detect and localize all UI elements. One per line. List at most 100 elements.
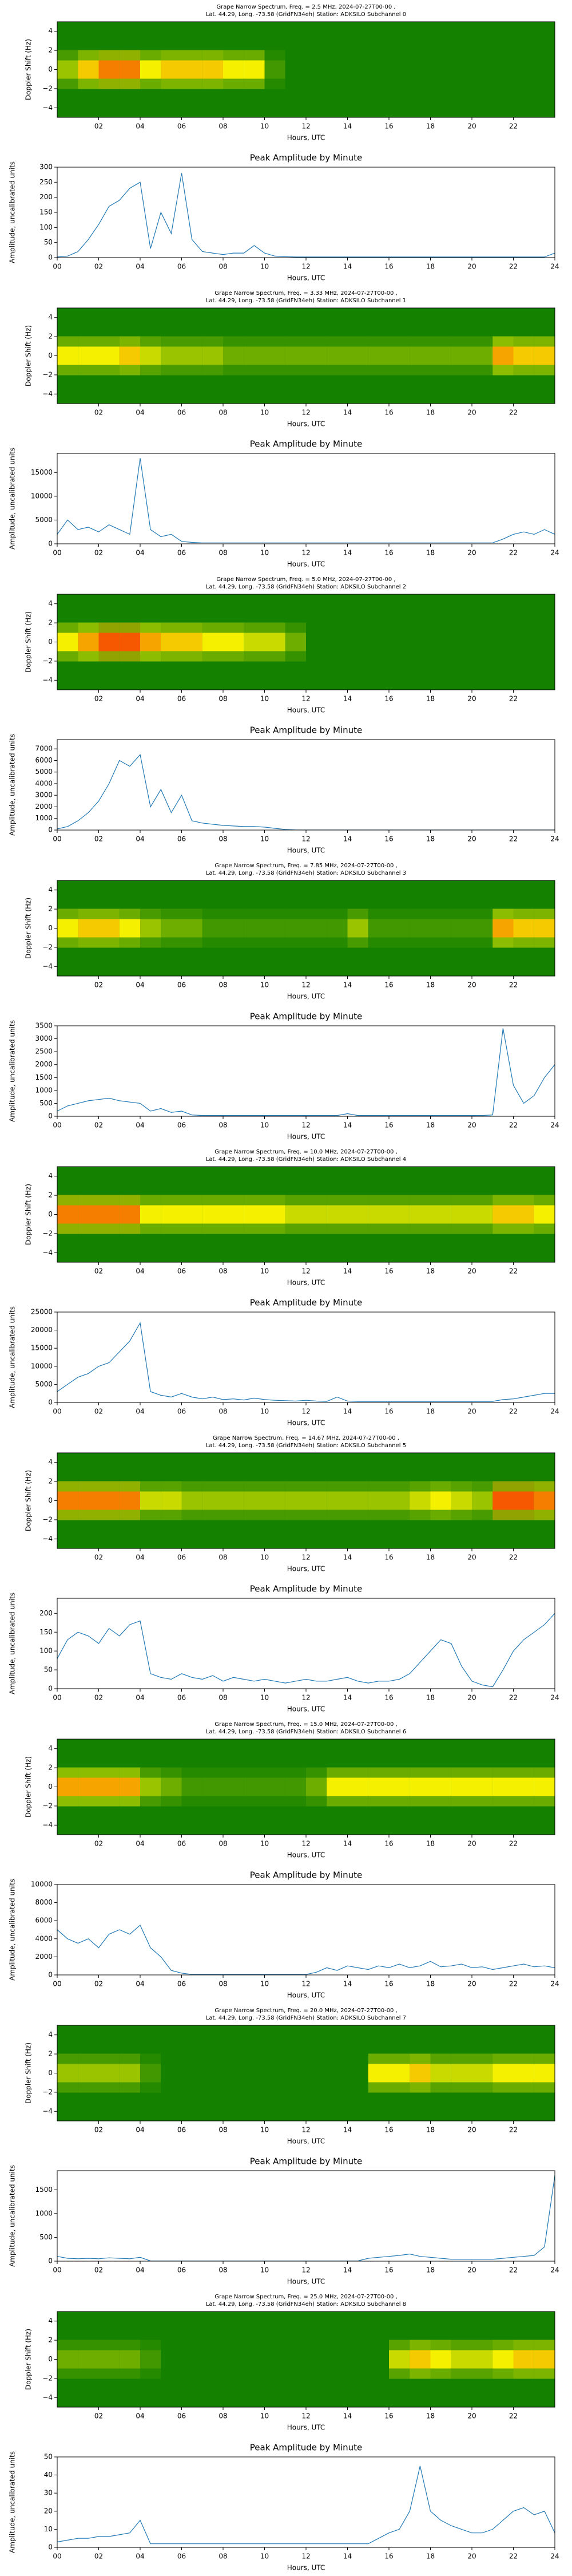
- x-tick-label: 08: [219, 835, 227, 843]
- x-tick-label: 10: [260, 1554, 269, 1562]
- x-tick-label: 22: [509, 1554, 518, 1562]
- spectrogram-band: [410, 2350, 431, 2369]
- spectrogram-band: [78, 2064, 99, 2083]
- x-tick-label: 02: [94, 2266, 103, 2274]
- spectrogram-band: [285, 2064, 306, 2083]
- y-tick-label: 30: [44, 2489, 53, 2497]
- x-tick-label: 18: [426, 1694, 435, 1702]
- y-tick-label: 150: [39, 1628, 53, 1636]
- spectrogram-band: [161, 1491, 182, 1510]
- spectrogram-band: [202, 1205, 223, 1224]
- spectrogram-band: [492, 60, 514, 79]
- x-tick-label: 22: [509, 263, 518, 271]
- x-tick-label: 18: [426, 2553, 435, 2561]
- x-tick-label: 10: [260, 409, 269, 417]
- spectrogram-band: [534, 2350, 555, 2369]
- spectrogram-band: [57, 633, 78, 651]
- x-tick-label: 18: [426, 981, 435, 989]
- x-tick-label: 16: [384, 1840, 393, 1848]
- y-tick-label: 0: [48, 638, 53, 646]
- y-tick-label: 0: [48, 65, 53, 73]
- spectrogram-band: [389, 1491, 410, 1510]
- x-tick-label: 18: [426, 1267, 435, 1275]
- y-tick-label: 2500: [35, 1048, 53, 1056]
- plot-frame: [57, 1311, 555, 1403]
- y-tick-label: 1000: [35, 814, 53, 822]
- x-tick-label: 24: [550, 263, 559, 271]
- x-tick-label: 12: [301, 2553, 310, 2561]
- x-tick-label: 20: [467, 123, 476, 131]
- spectrogram-band: [202, 633, 223, 651]
- spectrogram-band: [534, 633, 555, 651]
- spectrogram-band: [430, 2064, 451, 2083]
- y-tick-label: 100: [39, 1647, 53, 1655]
- spectrogram-band: [389, 633, 410, 651]
- y-axis-label: Doppler Shift (Hz): [25, 1756, 33, 1818]
- x-tick-label: 02: [94, 2553, 103, 2561]
- x-tick-label: 22: [509, 409, 518, 417]
- spectrogram-band: [119, 346, 140, 365]
- spectrogram-band: [285, 60, 306, 79]
- x-tick-label: 22: [509, 1980, 518, 1988]
- y-tick-label: 2: [48, 2336, 53, 2344]
- spectrogram-band: [534, 60, 555, 79]
- x-tick-label: 24: [550, 835, 559, 843]
- spectrogram-band: [410, 2064, 431, 2083]
- y-axis-label: Doppler Shift (Hz): [25, 611, 33, 673]
- x-tick-label: 20: [467, 1267, 476, 1275]
- x-tick-label: 08: [219, 2412, 227, 2420]
- spectrogram-band: [244, 60, 265, 79]
- x-tick-label: 06: [177, 2553, 186, 2561]
- x-tick-label: 16: [384, 1980, 393, 1988]
- spectrogram-band: [492, 1491, 514, 1510]
- y-tick-label: 2: [48, 2050, 53, 2058]
- y-axis-label: Doppler Shift (Hz): [25, 1184, 33, 1245]
- y-axis-label: Doppler Shift (Hz): [25, 898, 33, 959]
- spectrogram-band: [430, 1491, 451, 1510]
- x-tick-label: 02: [94, 2412, 103, 2420]
- spectrogram-band: [430, 2350, 451, 2369]
- spectrogram-band: [98, 633, 120, 651]
- x-tick-label: 02: [94, 1694, 103, 1702]
- spectrogram-band: [57, 1205, 78, 1224]
- y-tick-label: 1000: [35, 2209, 53, 2217]
- y-tick-label: 4: [48, 27, 53, 35]
- x-tick-label: 00: [53, 1694, 61, 1702]
- x-axis-label: Hours, UTC: [287, 1705, 325, 1713]
- x-tick-label: 02: [94, 1408, 103, 1416]
- y-tick-label: 50: [44, 238, 53, 246]
- spectrogram-band: [368, 1777, 389, 1796]
- chart-subtitle: Lat. 44.29, Long. -73.58 (GridFN34eh) St…: [206, 1156, 406, 1163]
- y-tick-label: 1500: [35, 1073, 53, 1081]
- spectrogram-band: [347, 346, 368, 365]
- y-tick-label: 5000: [35, 1380, 53, 1388]
- spectrogram-band: [472, 1777, 493, 1796]
- spectrogram-band: [223, 60, 244, 79]
- x-tick-label: 18: [426, 263, 435, 271]
- spectrogram-band: [264, 346, 285, 365]
- spectrogram-band: [472, 1491, 493, 1510]
- x-tick-label: 20: [467, 1408, 476, 1416]
- x-tick-label: 22: [509, 1840, 518, 1848]
- spectrogram-band: [327, 1777, 348, 1796]
- y-tick-label: 15000: [31, 468, 53, 476]
- spectrogram-band: [368, 60, 389, 79]
- spectrogram-band: [451, 2350, 472, 2369]
- x-axis-label: Hours, UTC: [287, 706, 325, 714]
- chart-subtitle: Lat. 44.29, Long. -73.58 (GridFN34eh) St…: [206, 870, 406, 876]
- x-axis-label: Hours, UTC: [287, 1851, 325, 1859]
- spectrogram-band: [202, 919, 223, 938]
- amplitude-line: [57, 2175, 555, 2262]
- spectrogram-band: [140, 1205, 161, 1224]
- y-tick-label: −2: [42, 943, 53, 951]
- spectrogram-band: [57, 1777, 78, 1796]
- spectrogram-band: [430, 1205, 451, 1224]
- x-tick-label: 20: [467, 2412, 476, 2420]
- x-tick-label: 06: [177, 1267, 186, 1275]
- x-tick-label: 20: [467, 2126, 476, 2134]
- spectrogram-band: [161, 633, 182, 651]
- x-tick-label: 10: [260, 1408, 269, 1416]
- spectrogram-band: [410, 633, 431, 651]
- spectrogram-band: [513, 346, 534, 365]
- spectrogram-band: [492, 919, 514, 938]
